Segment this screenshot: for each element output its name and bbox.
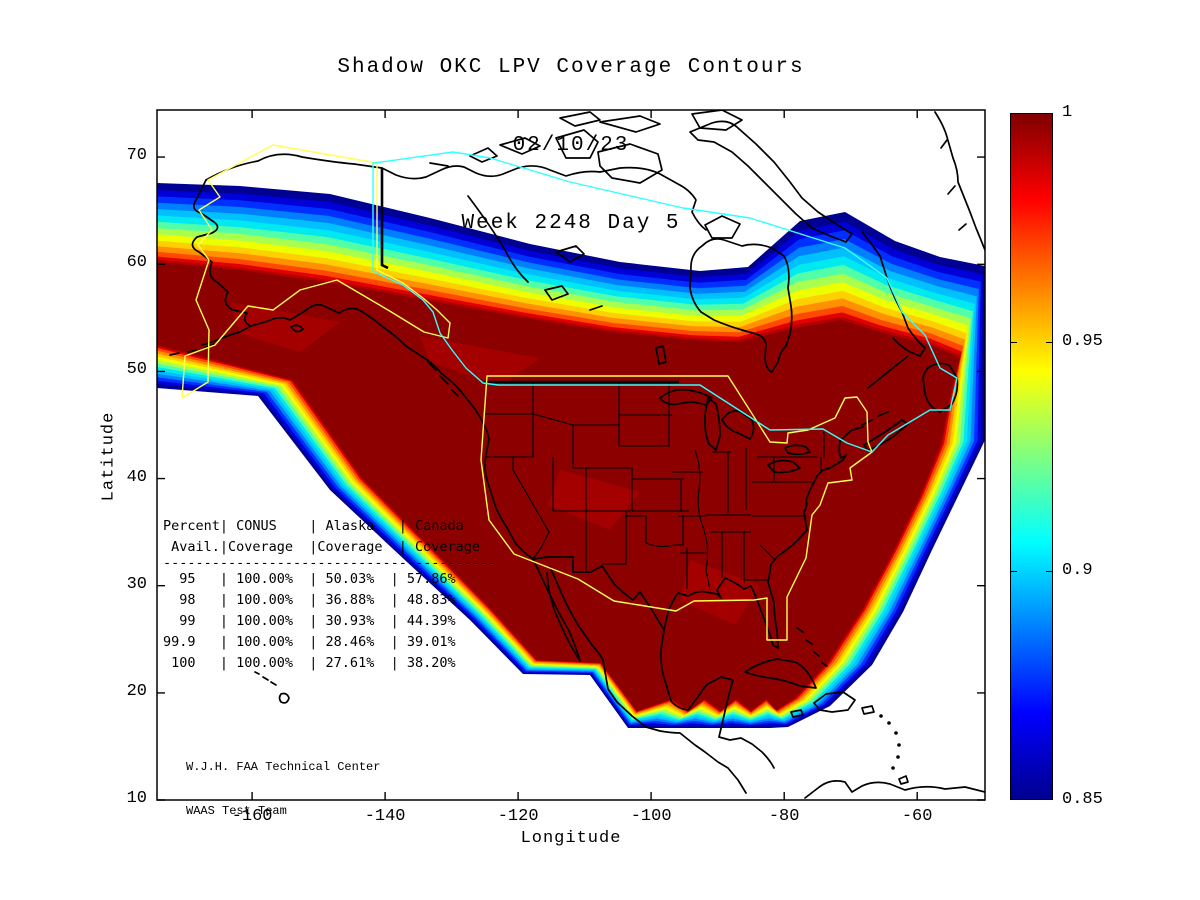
attribution-line-1: W.J.H. FAA Technical Center	[186, 760, 381, 774]
y-tick-label: 60	[126, 253, 147, 273]
colorbar	[1010, 113, 1053, 800]
colorbar-tick-mark	[1046, 571, 1053, 572]
contour-bands	[157, 183, 985, 728]
y-tick-label: 30	[126, 574, 147, 594]
x-tick-label: -140	[364, 807, 406, 826]
colorbar-tick-label: 0.85	[1062, 790, 1103, 809]
axes-frame	[156, 109, 986, 801]
colorbar-tick-label: 1	[1062, 103, 1073, 122]
cyan-boundary-line	[372, 151, 958, 453]
x-tick-label: -80	[768, 807, 800, 826]
y-tick-label: 50	[126, 360, 147, 380]
x-tick-label: -120	[497, 807, 539, 826]
x-tick-label: -100	[630, 807, 672, 826]
colorbar-tick-label: 0.9	[1062, 561, 1093, 580]
colorbar-tick-mark	[1010, 342, 1017, 343]
y-tick-label: 10	[126, 789, 147, 808]
colorbar-tick-label: 0.95	[1062, 332, 1103, 351]
attribution-line-2: WAAS Test Team	[186, 803, 287, 818]
x-tick-label: -60	[901, 807, 933, 826]
y-tick-label: 40	[126, 467, 147, 487]
attribution: W.J.H. FAA Technical Center WAAS Test Te…	[186, 731, 380, 847]
y-axis-label: Latitude	[99, 411, 119, 502]
title-line-3: Week 2248 Day 5	[461, 212, 681, 235]
y-tick-label: 20	[126, 681, 147, 701]
colorbar-tick-mark	[1046, 342, 1053, 343]
title-line-1: Shadow OKC LPV Coverage Contours	[337, 56, 805, 79]
coastlines	[169, 110, 985, 799]
yellow-boundary-lines	[181, 144, 873, 641]
state-borders	[484, 383, 825, 591]
x-tick-label: -160	[231, 807, 273, 826]
thick-border-lines	[380, 168, 679, 384]
colorbar-tick-mark	[1010, 571, 1017, 572]
x-axis-label: Longitude	[520, 829, 622, 848]
y-tick-label: 70	[126, 146, 147, 166]
